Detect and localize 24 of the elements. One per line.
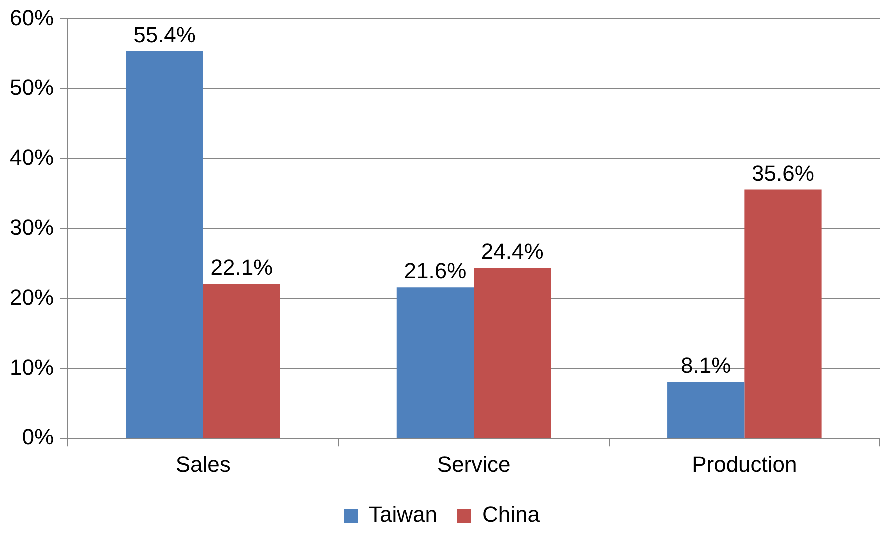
bar [474, 268, 552, 438]
data-label: 8.1% [681, 353, 732, 378]
bar [126, 51, 204, 438]
data-label: 24.4% [481, 239, 544, 264]
x-tick-label: Service [437, 452, 511, 477]
y-tick-label: 10% [10, 354, 54, 380]
y-tick-label: 50% [10, 75, 54, 100]
data-label: 55.4% [134, 22, 196, 48]
bar [203, 284, 280, 438]
y-tick-label: 60% [10, 5, 54, 30]
y-tick-label: 0% [22, 424, 54, 450]
legend-label: China [482, 502, 541, 528]
y-tick-label: 20% [10, 284, 54, 310]
legend-label: Taiwan [369, 502, 438, 528]
data-label: 21.6% [404, 258, 467, 284]
x-tick-label: Production [692, 452, 798, 477]
data-label: 22.1% [210, 255, 274, 280]
y-tick-label: 40% [10, 145, 54, 170]
data-label: 35.6% [752, 160, 814, 186]
x-tick-label: Sales [176, 452, 231, 477]
y-tick-label: 30% [10, 214, 54, 240]
bar [744, 190, 822, 438]
bar [668, 382, 745, 438]
bar [396, 288, 474, 438]
